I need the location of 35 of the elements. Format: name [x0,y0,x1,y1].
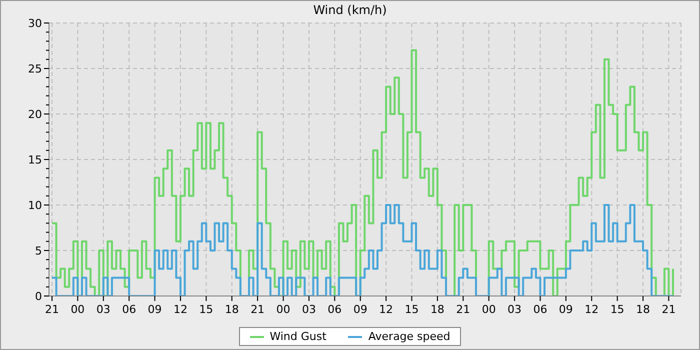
y-tick-label: 15 [28,154,42,166]
x-tick-label: 03 [508,303,522,316]
x-tick-label: 18 [430,303,444,316]
y-tick-label: 30 [28,17,42,30]
x-tick-label: 21 [456,303,470,316]
x-tick-label: 12 [584,303,599,316]
x-tick-label: 21 [45,303,59,316]
x-tick-label: 06 [328,303,342,316]
y-tick-label: 20 [28,108,42,121]
x-tick-label: 00 [482,303,496,316]
x-tick-label: 00 [276,303,290,316]
legend-label: Wind Gust [270,330,326,343]
x-tick-label: 21 [250,303,265,316]
y-tick-label: 5 [35,244,42,258]
x-tick-label: 03 [302,303,316,316]
y-tick-label: 10 [28,199,42,212]
x-tick-label: 21 [662,303,676,316]
x-tick-label: 00 [70,303,85,316]
x-tick-label: 09 [558,303,573,316]
x-tick-label: 06 [122,303,136,316]
x-tick-label: 09 [353,303,368,316]
x-tick-label: 18 [636,303,650,316]
x-tick-label: 12 [379,303,394,316]
x-tick-label: 18 [224,303,239,316]
chart-title: Wind (km/h) [312,3,388,17]
x-tick-label: 09 [148,303,162,316]
x-tick-label: 12 [173,303,188,316]
y-tick-label: 25 [28,62,42,76]
y-tick-label: 0 [35,290,42,303]
x-tick-label: 03 [96,303,110,316]
x-tick-label: 15 [199,303,214,316]
x-tick-label: 15 [404,303,419,316]
x-tick-label: 06 [533,303,548,316]
legend-label: Average speed [368,330,450,343]
x-tick-label: 15 [610,303,624,316]
